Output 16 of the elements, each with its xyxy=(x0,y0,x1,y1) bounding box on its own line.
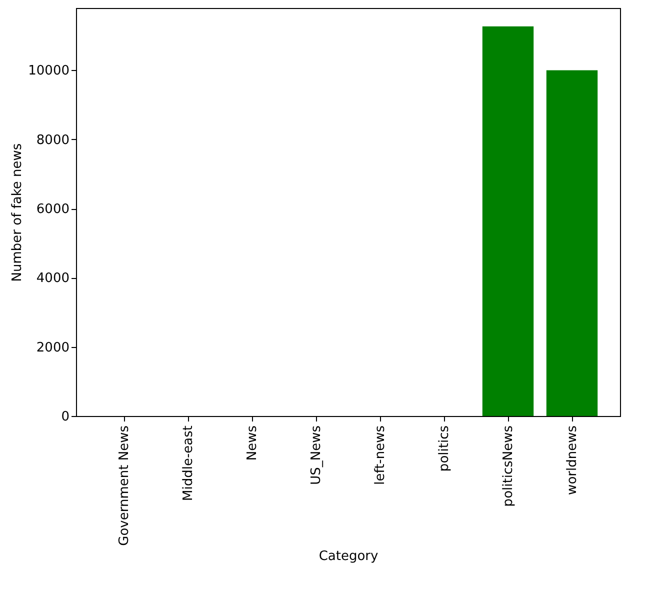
x-tick-label: worldnews xyxy=(565,425,580,495)
y-tick-label: 2000 xyxy=(36,340,70,356)
y-axis-title: Number of fake news xyxy=(10,143,26,282)
y-tick-label: 8000 xyxy=(36,132,70,148)
x-tick-label: News xyxy=(245,425,260,461)
y-tick-label: 6000 xyxy=(36,202,70,218)
x-tick-label: US_News xyxy=(309,425,324,485)
y-tick-label: 10000 xyxy=(28,64,70,79)
y-tick-label: 4000 xyxy=(36,271,70,286)
x-tick-label: politics xyxy=(437,425,452,472)
x-tick-label: Government News xyxy=(117,425,132,546)
x-tick-label: politicsNews xyxy=(501,425,516,507)
y-tick-label: 0 xyxy=(61,410,70,424)
x-tick-label: left-news xyxy=(373,425,388,485)
x-tick-label: Middle-east xyxy=(181,426,196,501)
x-axis-title: Category xyxy=(318,548,378,564)
